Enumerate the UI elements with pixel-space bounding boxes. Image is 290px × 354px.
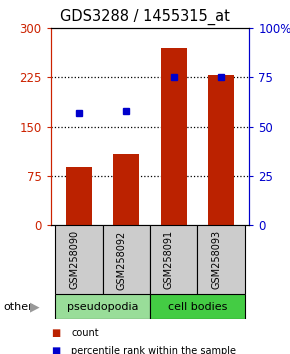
Text: GSM258091: GSM258091 [164,230,174,290]
Bar [113,154,139,225]
Text: pseudopodia: pseudopodia [67,302,139,312]
Text: GSM258090: GSM258090 [69,230,79,290]
Bar [161,48,187,225]
Text: GSM258092: GSM258092 [116,230,126,290]
Bar [150,225,197,294]
Bar [208,75,234,225]
Text: percentile rank within the sample: percentile rank within the sample [71,346,236,354]
Text: ■: ■ [51,329,60,338]
Text: cell bodies: cell bodies [168,302,227,312]
Bar [66,167,92,225]
Bar [150,294,245,319]
Bar [103,225,150,294]
Text: count: count [71,329,99,338]
Bar [197,225,245,294]
Text: ■: ■ [51,346,60,354]
Text: ▶: ▶ [30,300,40,313]
Bar [55,294,150,319]
Text: other: other [3,302,33,312]
Text: GSM258093: GSM258093 [211,230,221,290]
Bar [55,225,103,294]
Text: GDS3288 / 1455315_at: GDS3288 / 1455315_at [60,9,230,25]
